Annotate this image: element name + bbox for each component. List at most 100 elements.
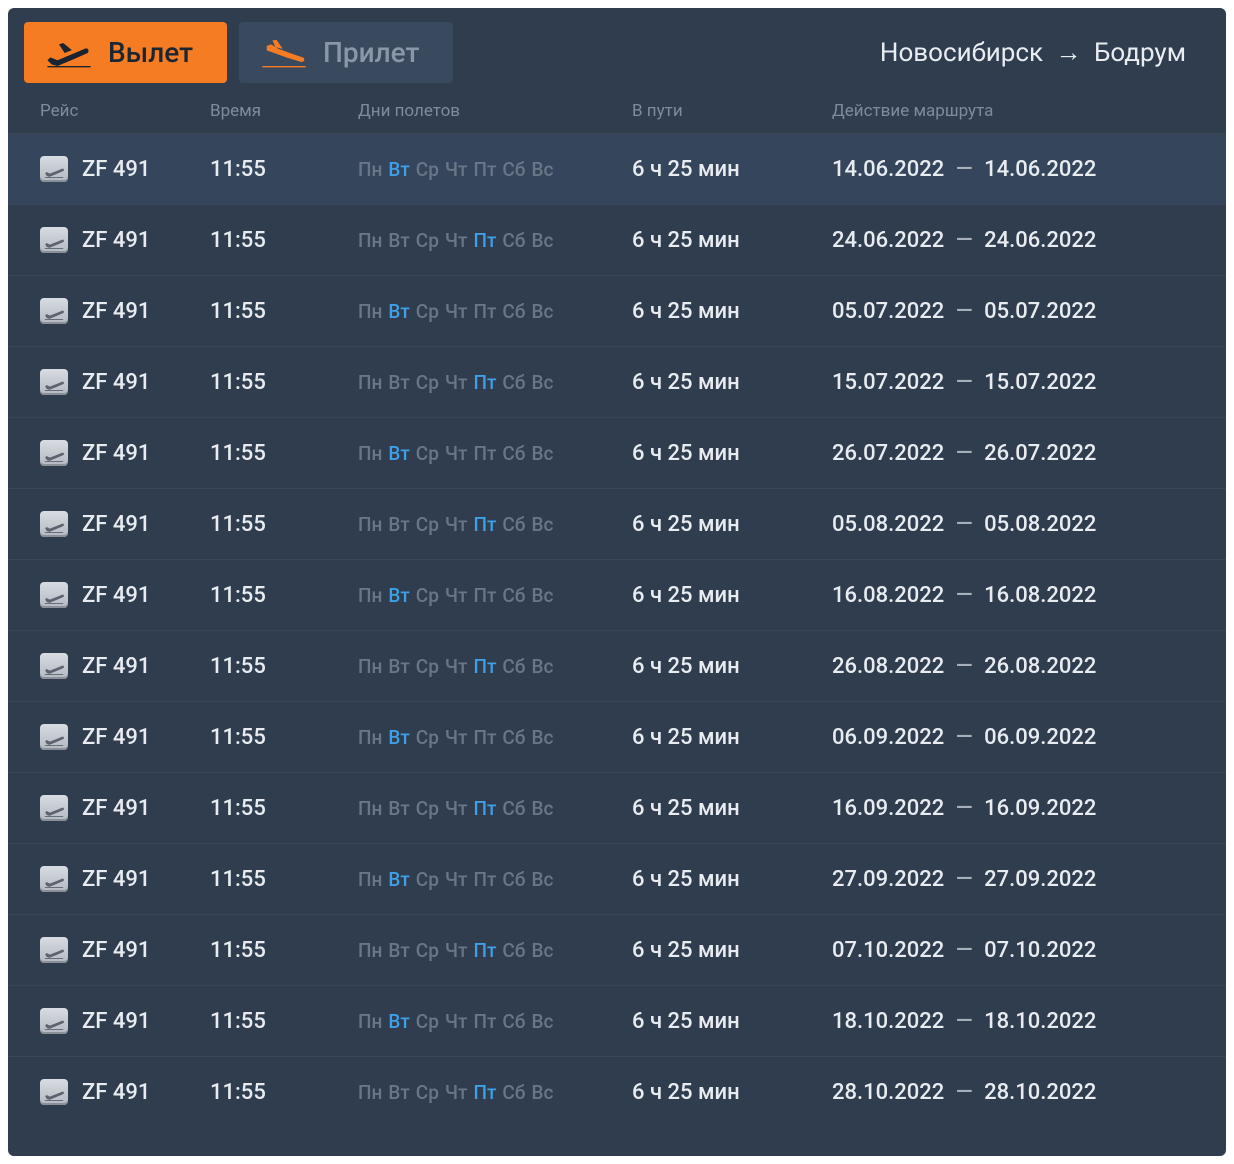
flight-duration: 6 ч 25 мин bbox=[632, 796, 832, 821]
table-row[interactable]: ZF 49111:55ПнВтСрЧтПтСбВс6 ч 25 мин16.09… bbox=[8, 772, 1226, 843]
day-label: Вт bbox=[388, 584, 409, 607]
range-dash: — bbox=[944, 583, 984, 608]
day-label: Вт bbox=[388, 726, 409, 749]
flight-date-range: 07.10.2022 — 07.10.2022 bbox=[832, 938, 1210, 963]
range-to: 16.09.2022 bbox=[984, 796, 1096, 821]
day-label: Вт bbox=[388, 442, 409, 465]
day-label: Чт bbox=[445, 868, 468, 891]
table-row[interactable]: ZF 49111:55ПнВтСрЧтПтСбВс6 ч 25 мин15.07… bbox=[8, 346, 1226, 417]
table-row[interactable]: ZF 49111:55ПнВтСрЧтПтСбВс6 ч 25 мин27.09… bbox=[8, 843, 1226, 914]
flight-days: ПнВтСрЧтПтСбВс bbox=[358, 513, 632, 536]
flight-duration: 6 ч 25 мин bbox=[632, 370, 832, 395]
flight-code: ZF 491 bbox=[82, 583, 150, 608]
table-row[interactable]: ZF 49111:55ПнВтСрЧтПтСбВс6 ч 25 мин05.07… bbox=[8, 275, 1226, 346]
range-to: 28.10.2022 bbox=[984, 1080, 1096, 1105]
day-label: Чт bbox=[445, 655, 468, 678]
flight-duration: 6 ч 25 мин bbox=[632, 938, 832, 963]
range-to: 05.07.2022 bbox=[984, 299, 1096, 324]
flight-time: 11:55 bbox=[210, 157, 358, 182]
flight-time: 11:55 bbox=[210, 228, 358, 253]
range-from: 28.10.2022 bbox=[832, 1080, 944, 1105]
col-header-duration: В пути bbox=[632, 101, 832, 121]
flight-duration: 6 ч 25 мин bbox=[632, 441, 832, 466]
airline-logo-icon bbox=[40, 724, 68, 750]
day-label: Чт bbox=[445, 442, 468, 465]
range-from: 27.09.2022 bbox=[832, 867, 944, 892]
day-label: Вс bbox=[531, 726, 553, 749]
flight-duration: 6 ч 25 мин bbox=[632, 725, 832, 750]
route-arrow: → bbox=[1050, 38, 1088, 68]
table-row[interactable]: ZF 49111:55ПнВтСрЧтПтСбВс6 ч 25 мин24.06… bbox=[8, 204, 1226, 275]
range-dash: — bbox=[944, 725, 984, 750]
day-label: Вс bbox=[531, 513, 553, 536]
route-label: Новосибирск → Бодрум bbox=[880, 37, 1210, 68]
day-label: Ср bbox=[416, 939, 439, 962]
range-to: 05.08.2022 bbox=[984, 512, 1096, 537]
range-to: 24.06.2022 bbox=[984, 228, 1096, 253]
flight-duration: 6 ч 25 мин bbox=[632, 228, 832, 253]
table-row[interactable]: ZF 49111:55ПнВтСрЧтПтСбВс6 ч 25 мин18.10… bbox=[8, 985, 1226, 1056]
tab-departure[interactable]: Вылет bbox=[24, 22, 227, 83]
table-row[interactable]: ZF 49111:55ПнВтСрЧтПтСбВс6 ч 25 мин14.06… bbox=[8, 133, 1226, 204]
day-label: Пн bbox=[358, 371, 382, 394]
direction-tabs: Вылет Прилет bbox=[24, 22, 453, 83]
day-label: Сб bbox=[502, 655, 525, 678]
day-label: Вт bbox=[388, 158, 409, 181]
day-label: Ср bbox=[416, 300, 439, 323]
airline-logo-icon bbox=[40, 440, 68, 466]
table-row[interactable]: ZF 49111:55ПнВтСрЧтПтСбВс6 ч 25 мин07.10… bbox=[8, 914, 1226, 985]
table-row[interactable]: ZF 49111:55ПнВтСрЧтПтСбВс6 ч 25 мин16.08… bbox=[8, 559, 1226, 630]
day-label: Чт bbox=[445, 726, 468, 749]
day-label: Сб bbox=[502, 442, 525, 465]
day-label: Сб bbox=[502, 300, 525, 323]
flight-days: ПнВтСрЧтПтСбВс bbox=[358, 442, 632, 465]
day-label: Ср bbox=[416, 726, 439, 749]
flight-time: 11:55 bbox=[210, 1009, 358, 1034]
flight-days: ПнВтСрЧтПтСбВс bbox=[358, 584, 632, 607]
airline-logo-icon bbox=[40, 156, 68, 182]
range-dash: — bbox=[944, 938, 984, 963]
airline-logo-icon bbox=[40, 866, 68, 892]
table-row[interactable]: ZF 49111:55ПнВтСрЧтПтСбВс6 ч 25 мин05.08… bbox=[8, 488, 1226, 559]
tab-arrival-label: Прилет bbox=[323, 36, 419, 69]
range-from: 16.09.2022 bbox=[832, 796, 944, 821]
day-label: Чт bbox=[445, 158, 468, 181]
flight-code: ZF 491 bbox=[82, 512, 150, 537]
day-label: Вс bbox=[531, 1010, 553, 1033]
day-label: Вс bbox=[531, 655, 553, 678]
flight-rows: ZF 49111:55ПнВтСрЧтПтСбВс6 ч 25 мин14.06… bbox=[8, 133, 1226, 1127]
flight-code: ZF 491 bbox=[82, 938, 150, 963]
day-label: Ср bbox=[416, 229, 439, 252]
range-to: 26.07.2022 bbox=[984, 441, 1096, 466]
range-from: 06.09.2022 bbox=[832, 725, 944, 750]
range-to: 15.07.2022 bbox=[984, 370, 1096, 395]
day-label: Чт bbox=[445, 1010, 468, 1033]
flight-code: ZF 491 bbox=[82, 228, 150, 253]
range-to: 06.09.2022 bbox=[984, 725, 1096, 750]
table-row[interactable]: ZF 49111:55ПнВтСрЧтПтСбВс6 ч 25 мин26.08… bbox=[8, 630, 1226, 701]
table-row[interactable]: ZF 49111:55ПнВтСрЧтПтСбВс6 ч 25 мин06.09… bbox=[8, 701, 1226, 772]
table-row[interactable]: ZF 49111:55ПнВтСрЧтПтСбВс6 ч 25 мин28.10… bbox=[8, 1056, 1226, 1127]
day-label: Пн bbox=[358, 229, 382, 252]
range-from: 24.06.2022 bbox=[832, 228, 944, 253]
flight-duration: 6 ч 25 мин bbox=[632, 157, 832, 182]
range-dash: — bbox=[944, 441, 984, 466]
day-label: Вт bbox=[388, 371, 409, 394]
plane-takeoff-icon bbox=[46, 37, 92, 69]
range-dash: — bbox=[944, 299, 984, 324]
day-label: Пн bbox=[358, 584, 382, 607]
range-to: 18.10.2022 bbox=[984, 1009, 1096, 1034]
day-label: Чт bbox=[445, 229, 468, 252]
table-row[interactable]: ZF 49111:55ПнВтСрЧтПтСбВс6 ч 25 мин26.07… bbox=[8, 417, 1226, 488]
flight-days: ПнВтСрЧтПтСбВс bbox=[358, 939, 632, 962]
airline-logo-icon bbox=[40, 1008, 68, 1034]
day-label: Чт bbox=[445, 939, 468, 962]
airline-logo-icon bbox=[40, 937, 68, 963]
tab-arrival[interactable]: Прилет bbox=[239, 22, 453, 83]
flight-time: 11:55 bbox=[210, 796, 358, 821]
range-dash: — bbox=[944, 512, 984, 537]
day-label: Сб bbox=[502, 726, 525, 749]
flight-duration: 6 ч 25 мин bbox=[632, 654, 832, 679]
flight-time: 11:55 bbox=[210, 725, 358, 750]
flight-code: ZF 491 bbox=[82, 1080, 150, 1105]
